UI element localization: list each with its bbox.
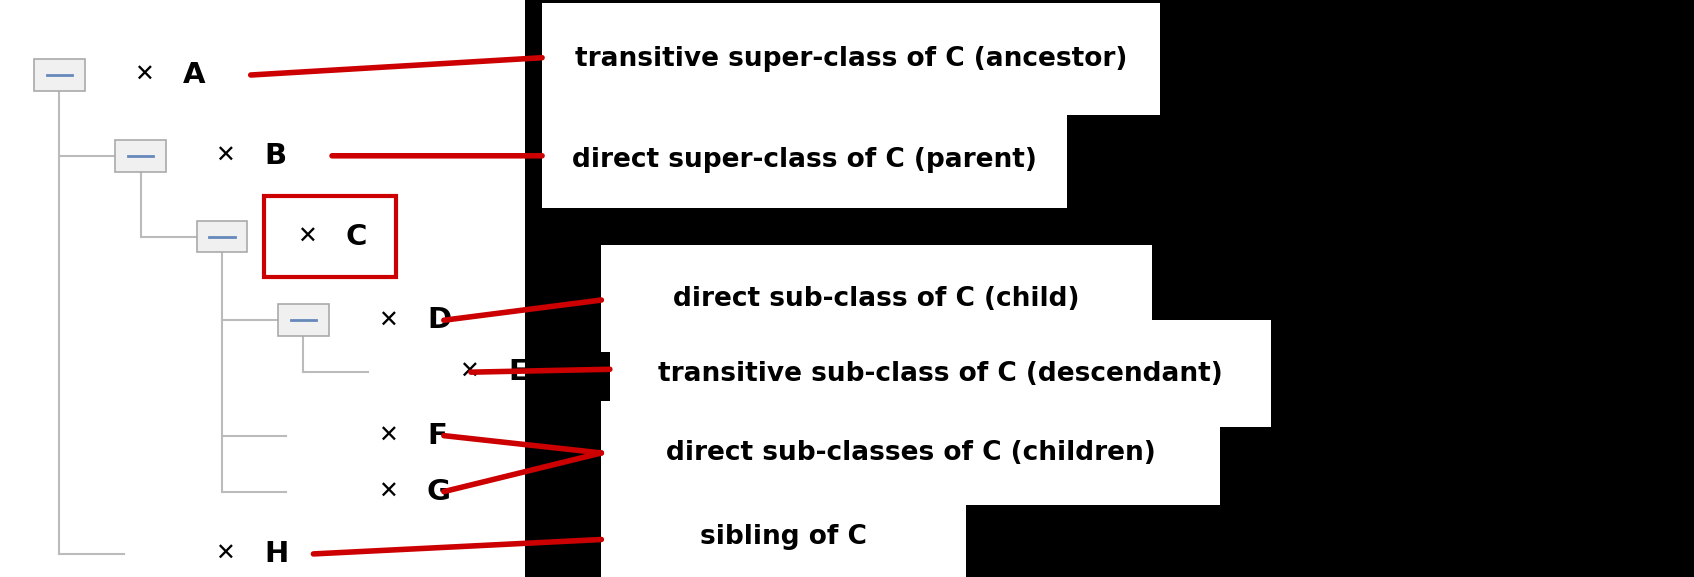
Bar <box>601 496 966 577</box>
Bar <box>542 113 1067 208</box>
Text: H: H <box>264 540 288 568</box>
Text: E: E <box>508 358 529 386</box>
Bar <box>278 305 329 336</box>
Text: G: G <box>427 478 451 505</box>
Text: ✕: ✕ <box>215 144 235 168</box>
Text: ✕: ✕ <box>378 479 398 504</box>
Text: sibling of C: sibling of C <box>700 523 867 550</box>
Text: transitive super-class of C (ancestor): transitive super-class of C (ancestor) <box>574 46 1128 72</box>
Text: ✕: ✕ <box>215 542 235 566</box>
Bar <box>601 245 1152 352</box>
Bar <box>610 320 1270 427</box>
Text: direct sub-classes of C (children): direct sub-classes of C (children) <box>666 440 1155 466</box>
Text: ✕: ✕ <box>134 63 154 87</box>
Text: F: F <box>427 422 447 449</box>
Bar <box>601 401 1220 505</box>
Text: B: B <box>264 142 286 170</box>
Bar <box>34 59 85 91</box>
Text: A: A <box>183 61 205 89</box>
Text: direct super-class of C (parent): direct super-class of C (parent) <box>573 147 1037 173</box>
Text: direct sub-class of C (child): direct sub-class of C (child) <box>674 286 1079 312</box>
Text: ✕: ✕ <box>378 424 398 448</box>
Bar <box>542 3 1160 115</box>
Text: C: C <box>346 223 368 250</box>
Bar <box>197 221 247 253</box>
Text: ✕: ✕ <box>459 360 479 384</box>
Text: transitive sub-class of C (descendant): transitive sub-class of C (descendant) <box>657 361 1223 387</box>
Text: ✕: ✕ <box>378 308 398 332</box>
Text: ✕: ✕ <box>296 224 317 249</box>
Bar <box>115 140 166 172</box>
Bar <box>264 196 396 277</box>
Text: D: D <box>427 306 451 334</box>
Bar <box>0 0 525 577</box>
